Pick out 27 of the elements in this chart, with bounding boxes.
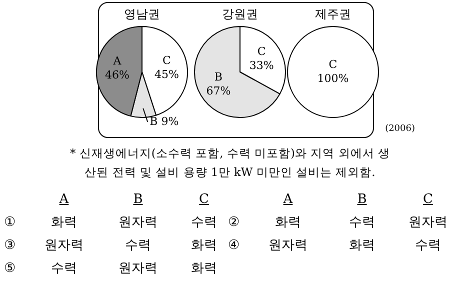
slice-label: C (328, 58, 338, 71)
chart-title: 강원권 (221, 6, 259, 23)
text: ② 화력 수력 원자력 (228, 215, 448, 230)
text: ① 화력 원자력 수력 (4, 215, 217, 230)
category-label: C (423, 192, 433, 207)
chart-title: 제주권 (314, 6, 352, 23)
slice-label: C (162, 54, 171, 67)
text: * 신재생에너지(소수력 포함, 수력 미포함)와 지역 외에서 생산된 전력 및 설비 용량 1만 kW 미만인 설비는 제외함. (70, 145, 390, 181)
text: ④ 원자력 화력 수력 (228, 238, 441, 253)
category-label: B (357, 192, 367, 207)
category-label: C (198, 191, 210, 209)
data-label: 100% (317, 72, 349, 85)
text: ③ 원자력 수력 화력 (4, 238, 217, 253)
category-label: A (58, 191, 70, 209)
category-label: A (283, 192, 293, 207)
chart-title: 영남권 (123, 6, 161, 23)
data-label: 33% (249, 59, 274, 72)
data-label: 45% (154, 68, 179, 81)
slice-label: B (214, 70, 223, 84)
slice-label: C (257, 45, 266, 58)
data-label: 46% (104, 68, 130, 82)
slice-label: B 9% (150, 114, 179, 128)
text: (2006) (385, 124, 415, 134)
slice-label: A (112, 54, 122, 68)
category-label: B (132, 191, 144, 209)
data-label: 67% (206, 84, 231, 98)
text: ⑤ 수력 원자력 화력 (4, 261, 217, 276)
